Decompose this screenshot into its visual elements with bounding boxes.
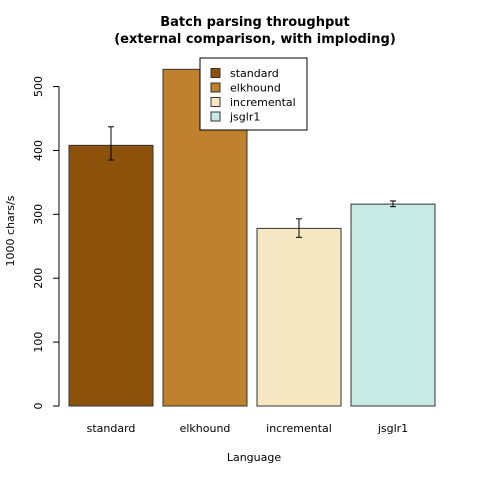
bar-incremental xyxy=(256,227,342,407)
y-tick-label: 0 xyxy=(32,403,45,410)
y-tick-label: 500 xyxy=(32,76,45,97)
x-tick-label: incremental xyxy=(266,422,332,435)
bar-jsglr1 xyxy=(350,203,436,407)
y-ticks: 0 100 200 300 400 500 xyxy=(32,76,59,410)
legend-label: incremental xyxy=(230,96,296,109)
legend-swatch xyxy=(210,82,221,93)
y-tick-label: 300 xyxy=(32,204,45,225)
bars xyxy=(68,68,436,407)
y-tick-label: 100 xyxy=(32,332,45,353)
legend-swatch xyxy=(210,97,221,107)
bar-standard xyxy=(68,144,154,407)
y-axis-label: 1000 chars/s xyxy=(4,195,17,266)
legend-label: elkhound xyxy=(230,82,281,95)
chart-title-line-1: Batch parsing throughput xyxy=(160,15,350,30)
y-tick-label: 400 xyxy=(32,140,45,161)
x-tick-label: jsglr1 xyxy=(377,422,408,435)
legend-label: standard xyxy=(230,67,279,80)
x-axis-label: Language xyxy=(227,451,282,464)
y-tick-label: 200 xyxy=(32,268,45,289)
legend-swatch xyxy=(210,68,221,78)
legend-swatch xyxy=(210,111,221,122)
legend-label: jsglr1 xyxy=(229,111,260,124)
x-tick-labels: standard elkhound incremental jsglr1 xyxy=(87,422,409,435)
chart-title-line-2: (external comparison, with imploding) xyxy=(114,32,396,47)
x-tick-label: standard xyxy=(87,422,136,435)
x-tick-label: elkhound xyxy=(180,422,231,435)
